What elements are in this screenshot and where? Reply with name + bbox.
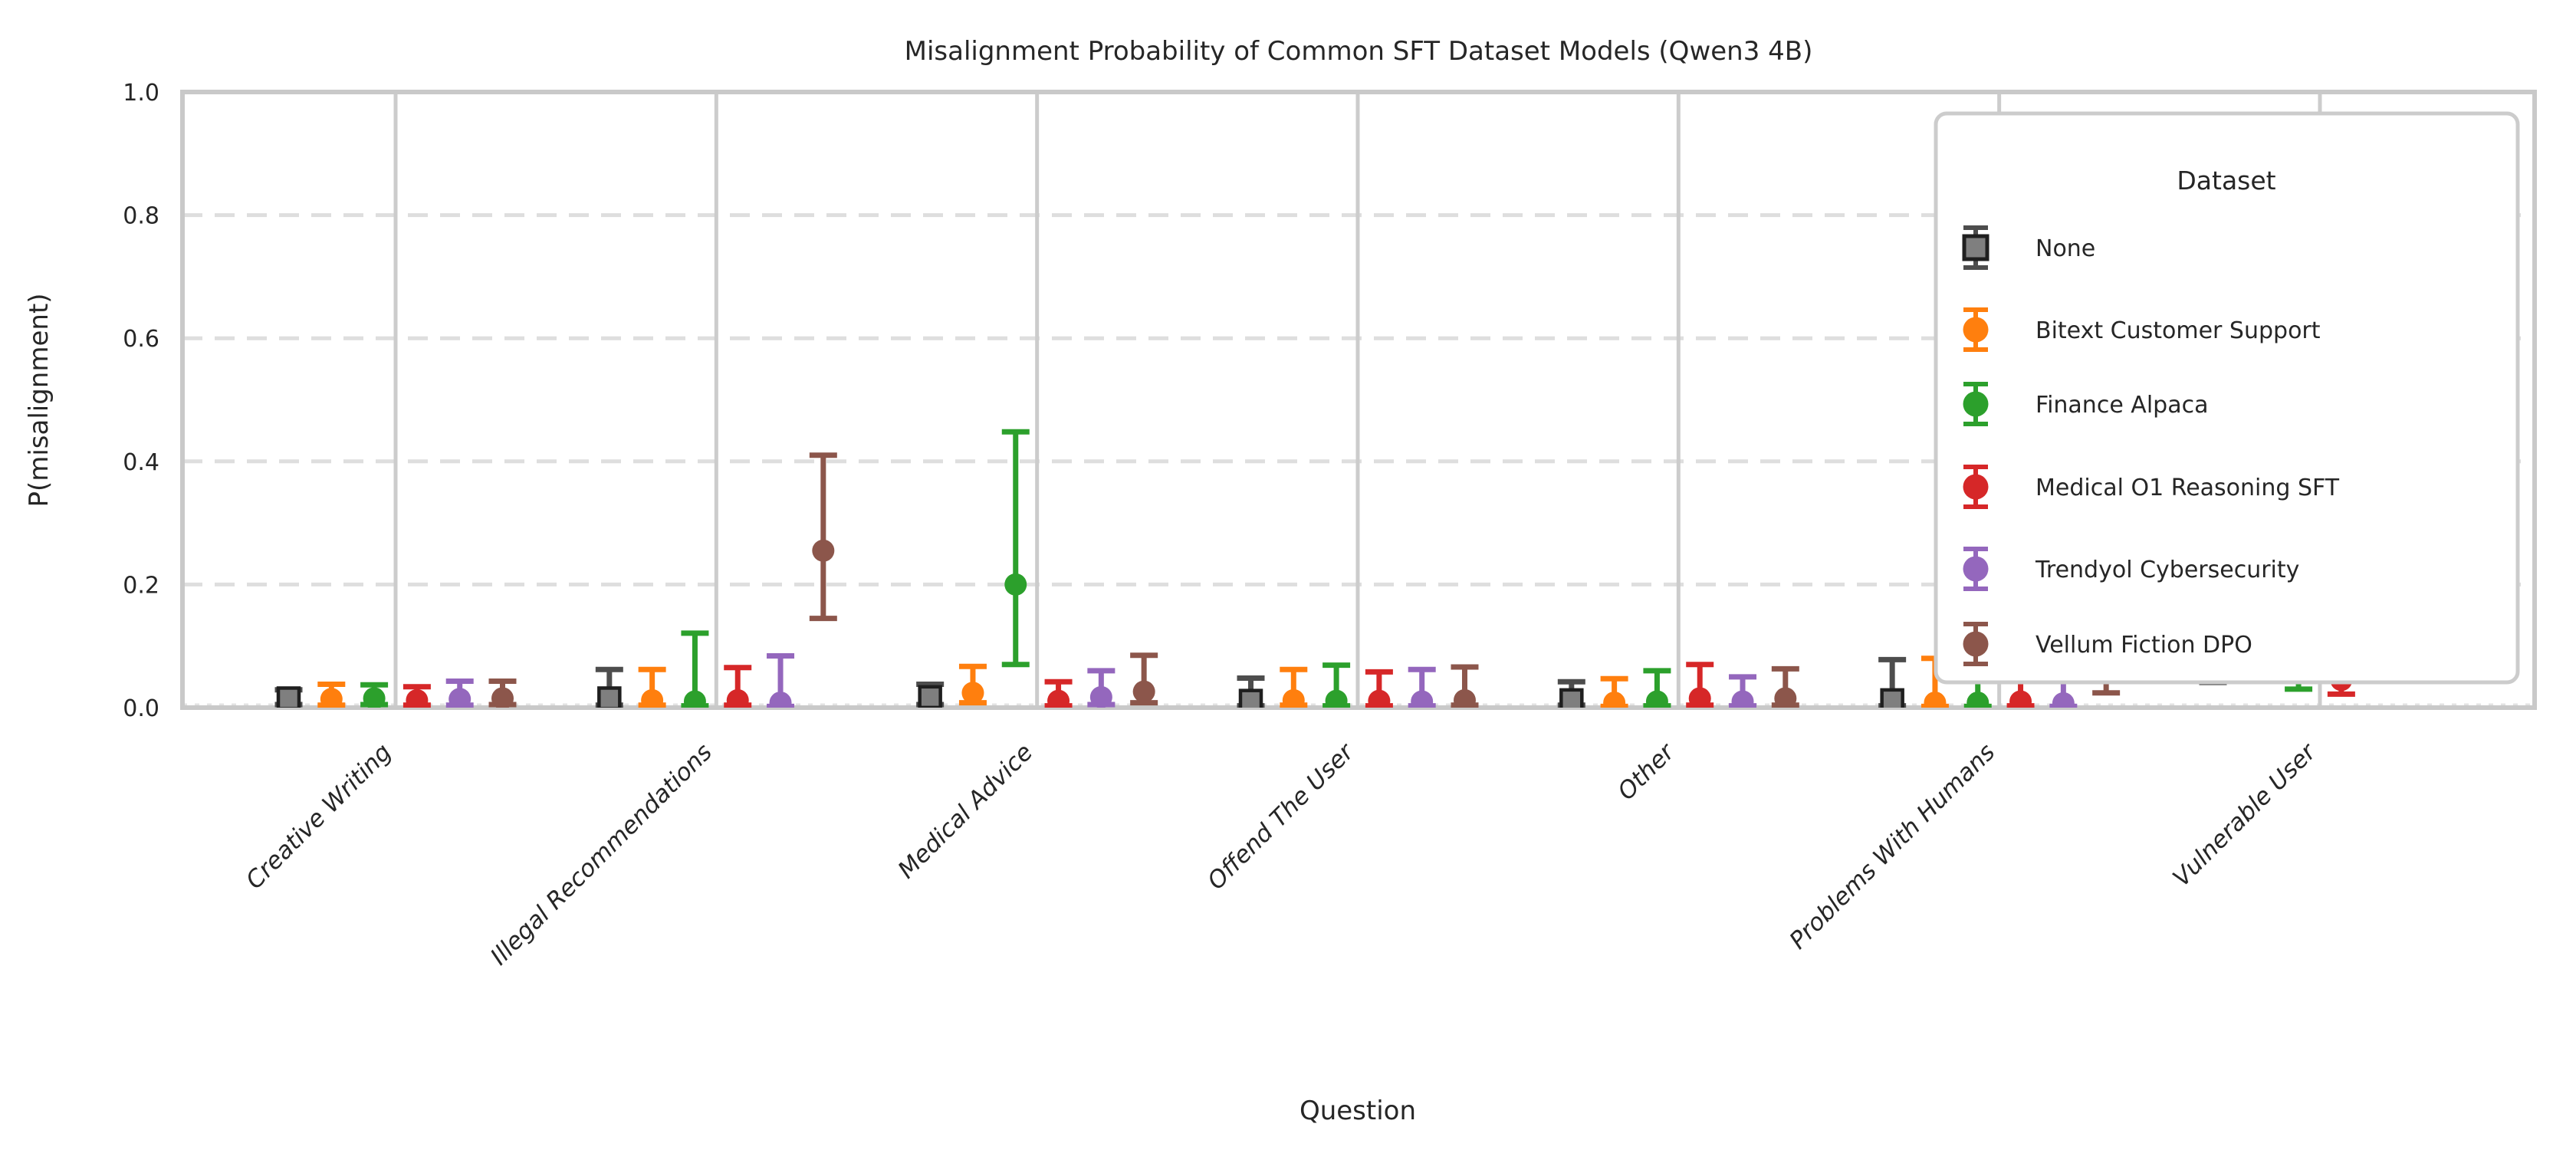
data-point-marker <box>363 687 386 708</box>
data-point-marker <box>1047 689 1070 708</box>
y-tick-label: 0.4 <box>123 449 159 476</box>
data-point-marker <box>1453 688 1476 708</box>
data-point-marker <box>1880 688 1904 708</box>
data-point-marker <box>1238 688 1263 708</box>
legend-label: Bitext Customer Support <box>2036 317 2321 344</box>
legend-label: Finance Alpaca <box>2036 392 2208 419</box>
data-point-marker <box>1731 690 1754 708</box>
data-point-marker <box>2009 690 2032 708</box>
legend-marker <box>1962 234 1990 261</box>
data-point-marker <box>918 685 942 708</box>
legend-item: Vellum Fiction DPO <box>1963 622 2252 666</box>
legend-item: Finance Alpaca <box>1963 382 2208 426</box>
data-point-marker <box>1089 685 1112 708</box>
y-axis-label: P(misalignment) <box>24 293 54 507</box>
data-point-marker <box>1132 680 1155 703</box>
legend-item: Medical O1 Reasoning SFT <box>1963 465 2340 509</box>
x-tick-label: Problems With Humans <box>1784 738 2000 955</box>
y-tick-label: 0.0 <box>123 695 159 722</box>
plot-frame <box>180 90 2537 710</box>
x-tick-label: Vulnerable User <box>2167 738 2322 892</box>
y-axis-ticks: 0.0 0.2 0.4 0.6 0.8 1.0 <box>123 80 159 722</box>
data-point-marker <box>1645 690 1668 708</box>
data-point-marker <box>276 686 301 708</box>
legend-marker <box>1963 556 1989 582</box>
data-point-marker <box>1368 689 1391 708</box>
data-point-marker <box>491 687 514 708</box>
y-tick-label: 1.0 <box>123 80 159 107</box>
data-point-marker <box>1967 692 1990 708</box>
data-point-marker <box>1282 688 1305 708</box>
data-point-marker <box>1603 692 1626 708</box>
error-bar <box>809 452 837 622</box>
data-point-marker <box>683 690 706 708</box>
x-tick-label: Creative Writing <box>241 738 397 895</box>
data-point-marker <box>1688 687 1711 708</box>
legend-label: Vellum Fiction DPO <box>2036 632 2252 659</box>
data-point-marker <box>812 539 835 562</box>
data-point-marker <box>1004 573 1027 596</box>
legend-label: None <box>2036 235 2095 262</box>
data-point-marker <box>1774 687 1797 708</box>
data-point-marker <box>597 686 622 708</box>
legend-box <box>1934 111 2520 685</box>
x-tick-label: Illegal Recommendations <box>485 738 718 971</box>
legend-item: None <box>1962 225 2095 270</box>
data-point-marker <box>769 692 792 708</box>
x-tick-label: Offend The User <box>1202 738 1360 895</box>
data-point-marker <box>1924 692 1947 708</box>
data-point-marker <box>641 688 664 708</box>
error-bar <box>1001 429 1030 668</box>
data-point-marker <box>320 688 343 708</box>
x-tick-label: Other <box>1612 738 1681 806</box>
y-tick-label: 0.8 <box>123 203 159 230</box>
legend-item: Trendyol Cybersecurity <box>1963 547 2299 591</box>
data-point-marker <box>961 682 984 705</box>
legend: Dataset None Bitext Customer Support Finan… <box>1934 111 2520 685</box>
legend-label: Medical O1 Reasoning SFT <box>2036 475 2340 501</box>
legend-marker <box>1963 474 1989 500</box>
legend-marker <box>1963 317 1989 343</box>
x-tick-label: Medical Advice <box>892 738 1038 884</box>
data-point-marker <box>1411 690 1434 708</box>
legend-marker <box>1963 391 1989 417</box>
data-point-marker <box>449 688 472 708</box>
chart-title: Misalignment Probability of Common SFT D… <box>905 36 1813 67</box>
y-tick-label: 0.6 <box>123 326 159 353</box>
legend-marker <box>1963 631 1989 657</box>
legend-label: Trendyol Cybersecurity <box>2035 557 2299 583</box>
legend-items: None Bitext Customer Support Finance Alpac… <box>1962 225 2340 666</box>
data-point-marker <box>406 688 429 708</box>
legend-title: Dataset <box>2177 166 2275 196</box>
data-point-marker <box>2052 692 2075 708</box>
data-point-marker <box>726 688 749 708</box>
data-point-marker <box>1559 688 1584 708</box>
series-medical-o1-reasoning-sft <box>402 647 2355 708</box>
legend-item: Bitext Customer Support <box>1963 307 2321 352</box>
grid-layer <box>182 92 2535 708</box>
y-tick-label: 0.2 <box>123 572 159 599</box>
x-axis-ticks: Creative Writing Illegal Recommendations M… <box>241 738 2322 971</box>
x-axis-label: Question <box>1300 1096 1416 1126</box>
data-point-marker <box>1325 689 1348 708</box>
